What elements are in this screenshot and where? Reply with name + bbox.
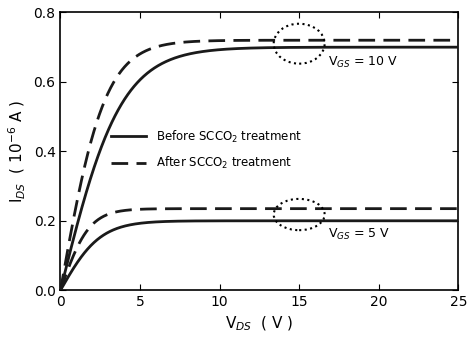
X-axis label: V$_{DS}$  ( V ): V$_{DS}$ ( V ) <box>225 314 293 333</box>
Legend: Before SCCO$_2$ treatment, After SCCO$_2$ treatment: Before SCCO$_2$ treatment, After SCCO$_2… <box>106 124 306 176</box>
Text: V$_{GS}$ = 10 V: V$_{GS}$ = 10 V <box>328 55 398 70</box>
Text: V$_{GS}$ = 5 V: V$_{GS}$ = 5 V <box>328 227 390 242</box>
Y-axis label: I$_{DS}$  ( 10$^{-6}$ A ): I$_{DS}$ ( 10$^{-6}$ A ) <box>7 100 28 203</box>
